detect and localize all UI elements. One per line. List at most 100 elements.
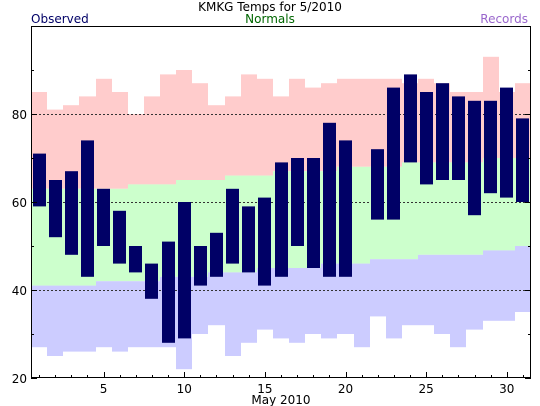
x-tick-label: 5 <box>100 382 108 396</box>
y-tick-label: 80 <box>12 108 27 122</box>
observed-bar <box>97 188 110 246</box>
y-tick-label: 20 <box>12 372 27 386</box>
legend-records: Records <box>480 12 528 26</box>
x-tick-label: 10 <box>177 382 192 396</box>
record-high-band <box>305 87 321 172</box>
record-low-band <box>241 272 257 343</box>
record-high-band <box>289 78 305 172</box>
observed-bar <box>226 188 239 264</box>
record-low-band <box>305 268 321 334</box>
normal-band <box>450 162 466 255</box>
observed-bar <box>468 100 481 216</box>
record-low-band <box>354 263 370 348</box>
record-low-band <box>225 272 241 356</box>
record-low-band <box>96 281 112 348</box>
x-tick-label: 15 <box>257 382 272 396</box>
observed-bar <box>387 87 400 220</box>
observed-bar <box>307 158 320 268</box>
legend-observed: Observed <box>31 12 89 26</box>
record-low-band <box>499 250 515 321</box>
observed-bar <box>145 263 158 299</box>
normal-band <box>31 188 47 286</box>
observed-bar <box>242 206 255 273</box>
record-low-band <box>386 259 402 339</box>
observed-bar <box>275 162 288 277</box>
record-low-band <box>31 285 47 348</box>
record-high-band <box>47 109 63 189</box>
observed-bar <box>33 153 46 207</box>
record-low-band <box>515 246 531 312</box>
record-high-band <box>96 78 112 189</box>
observed-bar <box>113 210 126 264</box>
observed-bar <box>436 83 449 180</box>
record-low-band <box>112 281 128 352</box>
record-high-band <box>225 96 241 176</box>
observed-bar <box>404 74 417 163</box>
observed-bar <box>323 122 336 277</box>
observed-bar <box>49 180 62 238</box>
normal-band <box>434 162 450 255</box>
record-low-band <box>466 254 483 330</box>
observed-bar <box>452 96 465 180</box>
observed-bar <box>194 246 207 286</box>
observed-bar <box>516 118 529 202</box>
record-low-band <box>47 285 63 356</box>
tick-labels: 20 40 60 80 5 10 15 20 25 30 May 2010 <box>12 108 515 406</box>
axes <box>31 26 531 379</box>
legend-normals: Normals <box>245 12 295 26</box>
record-high-band <box>144 96 160 185</box>
observed-bar <box>258 197 271 286</box>
record-low-band <box>321 263 337 339</box>
observed-bar <box>210 232 223 277</box>
record-low-band <box>418 254 434 326</box>
record-low-band <box>273 268 289 339</box>
x-tick-label: 25 <box>419 382 434 396</box>
record-low-band <box>370 259 386 317</box>
observed-bar <box>162 241 175 343</box>
observed-bar <box>371 149 384 220</box>
observed-bar <box>65 171 78 255</box>
record-low-band <box>289 268 305 343</box>
record-high-band <box>63 105 79 189</box>
chart-title: KMKG Temps for 5/2010 <box>198 0 342 14</box>
record-low-band <box>483 250 499 321</box>
normal-band <box>144 184 160 282</box>
record-high-band <box>273 96 289 172</box>
observed-bar <box>291 158 304 246</box>
observed-bars <box>33 74 529 343</box>
observed-bar <box>178 202 191 339</box>
record-high-band <box>354 78 370 167</box>
record-high-band <box>192 83 208 180</box>
observed-bar <box>129 246 142 273</box>
x-tick-label: 20 <box>338 382 353 396</box>
record-low-band <box>63 285 79 352</box>
x-tick-label: 30 <box>499 382 514 396</box>
x-axis-label: May 2010 <box>251 393 310 406</box>
record-low-band <box>434 254 450 334</box>
record-low-band <box>337 263 354 334</box>
observed-bar <box>484 100 497 194</box>
record-low-band <box>402 259 418 326</box>
record-low-band <box>128 281 144 348</box>
record-high-band <box>370 78 386 167</box>
record-high-band <box>208 105 225 180</box>
record-high-band <box>176 70 192 180</box>
record-high-band <box>128 114 144 185</box>
record-high-band <box>160 74 176 185</box>
record-high-band <box>241 74 257 176</box>
record-low-band <box>208 272 225 326</box>
normal-band <box>418 162 434 255</box>
normal-band <box>354 166 370 264</box>
observed-bar <box>81 140 94 277</box>
record-high-band <box>257 78 273 176</box>
record-low-band <box>450 254 466 348</box>
record-low-band <box>192 276 208 334</box>
record-low-band <box>79 285 96 352</box>
record-high-band <box>112 92 128 189</box>
y-tick-label: 60 <box>12 196 27 210</box>
observed-bar <box>339 140 352 277</box>
y-tick-label: 40 <box>12 284 27 298</box>
normal-band <box>402 162 418 260</box>
observed-bar <box>500 87 513 198</box>
